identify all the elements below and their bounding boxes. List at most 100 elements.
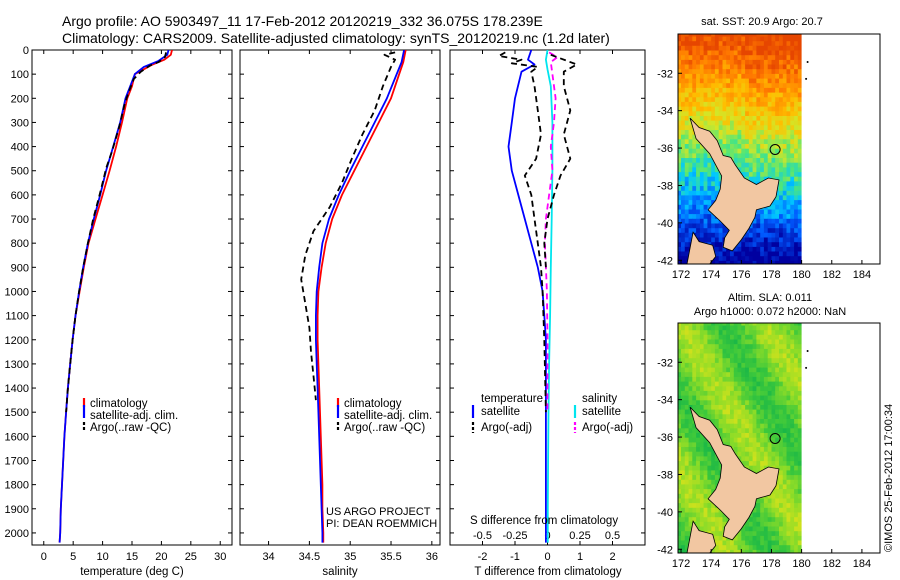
- map-cell: [703, 357, 708, 363]
- map-cell: [794, 376, 799, 382]
- salinity-series: [300, 50, 407, 543]
- map-cell: [756, 530, 761, 536]
- map-cell: [756, 502, 761, 508]
- map-cell: [688, 329, 693, 335]
- map-cell: [779, 521, 784, 527]
- map-cell: [703, 190, 708, 196]
- map-cell: [794, 129, 799, 135]
- map-cell: [678, 101, 682, 107]
- map-cell: [756, 255, 761, 261]
- map-cell: [718, 129, 724, 135]
- map-cell: [775, 68, 780, 74]
- map-cell: [730, 323, 735, 326]
- map-cell: [737, 59, 742, 65]
- map-cell: [696, 488, 701, 494]
- map-cell: [767, 535, 773, 541]
- sla-map-title-2: Argo h1000: 0.072 h2000: NaN: [694, 306, 846, 318]
- map-cell: [703, 199, 708, 205]
- map-cell: [786, 395, 791, 401]
- map-cell: [696, 483, 701, 490]
- map-cell: [797, 199, 803, 205]
- map-cell: [681, 493, 686, 499]
- map-cell: [678, 446, 682, 452]
- map-cell: [678, 432, 682, 438]
- map-cell: [763, 437, 769, 443]
- map-cell: [745, 73, 750, 79]
- map-cell: [699, 404, 705, 410]
- map-cell: [722, 40, 727, 46]
- map-cell: [794, 357, 799, 363]
- map-cell: [711, 87, 716, 93]
- map-cell: [678, 352, 682, 359]
- map-cell: [699, 502, 705, 508]
- map-cell: [786, 199, 791, 205]
- map-cell: [779, 73, 784, 79]
- map-cell: [763, 432, 769, 438]
- map-cell: [696, 455, 701, 462]
- map-cell: [681, 199, 686, 205]
- map-cell: [756, 423, 761, 429]
- map-cell: [763, 227, 769, 233]
- map-cell: [722, 73, 727, 79]
- map-cell: [733, 260, 739, 264]
- map-cell: [779, 77, 784, 84]
- map-cell: [714, 236, 720, 243]
- map-cell: [756, 323, 761, 326]
- map-cell: [718, 63, 724, 70]
- map-cell: [718, 371, 724, 377]
- map-cell: [775, 138, 780, 144]
- map-cell: [733, 348, 739, 354]
- map-cell: [786, 525, 791, 532]
- map-cell: [782, 362, 788, 368]
- map-cell: [688, 77, 693, 84]
- map-cell: [756, 455, 761, 462]
- map-cell: [688, 232, 693, 238]
- map-cell: [745, 143, 750, 149]
- map-cell: [711, 101, 716, 107]
- map-cell: [678, 404, 682, 410]
- map-cell: [678, 143, 682, 149]
- map-cell: [718, 413, 724, 419]
- map-cell: [741, 152, 746, 158]
- map-cell: [779, 455, 784, 462]
- map-cell: [714, 366, 720, 373]
- map-cell: [730, 124, 735, 130]
- map-cell: [707, 185, 712, 191]
- map-cell: [756, 213, 761, 219]
- map-cell: [797, 493, 803, 499]
- map-cell: [748, 451, 754, 457]
- map-cell: [718, 40, 724, 46]
- map-cell: [699, 96, 705, 102]
- map-cell: [733, 35, 739, 42]
- map-cell: [696, 34, 701, 37]
- map-cell: [760, 399, 765, 405]
- map-cell: [733, 138, 739, 144]
- x-tick-label: 1: [577, 551, 583, 563]
- map-cell: [711, 222, 716, 229]
- map-cell: [703, 40, 708, 46]
- map-cell: [745, 334, 750, 340]
- map-cell: [707, 329, 712, 335]
- map-cell: [678, 343, 682, 349]
- map-cell: [703, 323, 708, 326]
- map-cell: [711, 40, 716, 46]
- map-cell: [763, 516, 769, 522]
- map-cell: [760, 45, 765, 51]
- map-cell: [681, 255, 686, 261]
- map-cell: [711, 549, 716, 553]
- map-cell: [696, 460, 701, 466]
- map-cell: [741, 549, 746, 553]
- south-island: [686, 520, 717, 553]
- map-cell: [711, 469, 716, 476]
- map-cell: [684, 446, 690, 452]
- map-cell: [696, 143, 701, 149]
- map-cell: [737, 63, 742, 70]
- legend-argo-label: Argo(..raw -QC): [90, 422, 171, 434]
- map-cell: [745, 455, 750, 462]
- map-cell: [714, 218, 720, 224]
- map-cell: [790, 437, 795, 443]
- map-cell: [775, 348, 780, 354]
- map-cell: [699, 366, 705, 373]
- map-cell: [714, 371, 720, 377]
- map-cell: [688, 343, 693, 349]
